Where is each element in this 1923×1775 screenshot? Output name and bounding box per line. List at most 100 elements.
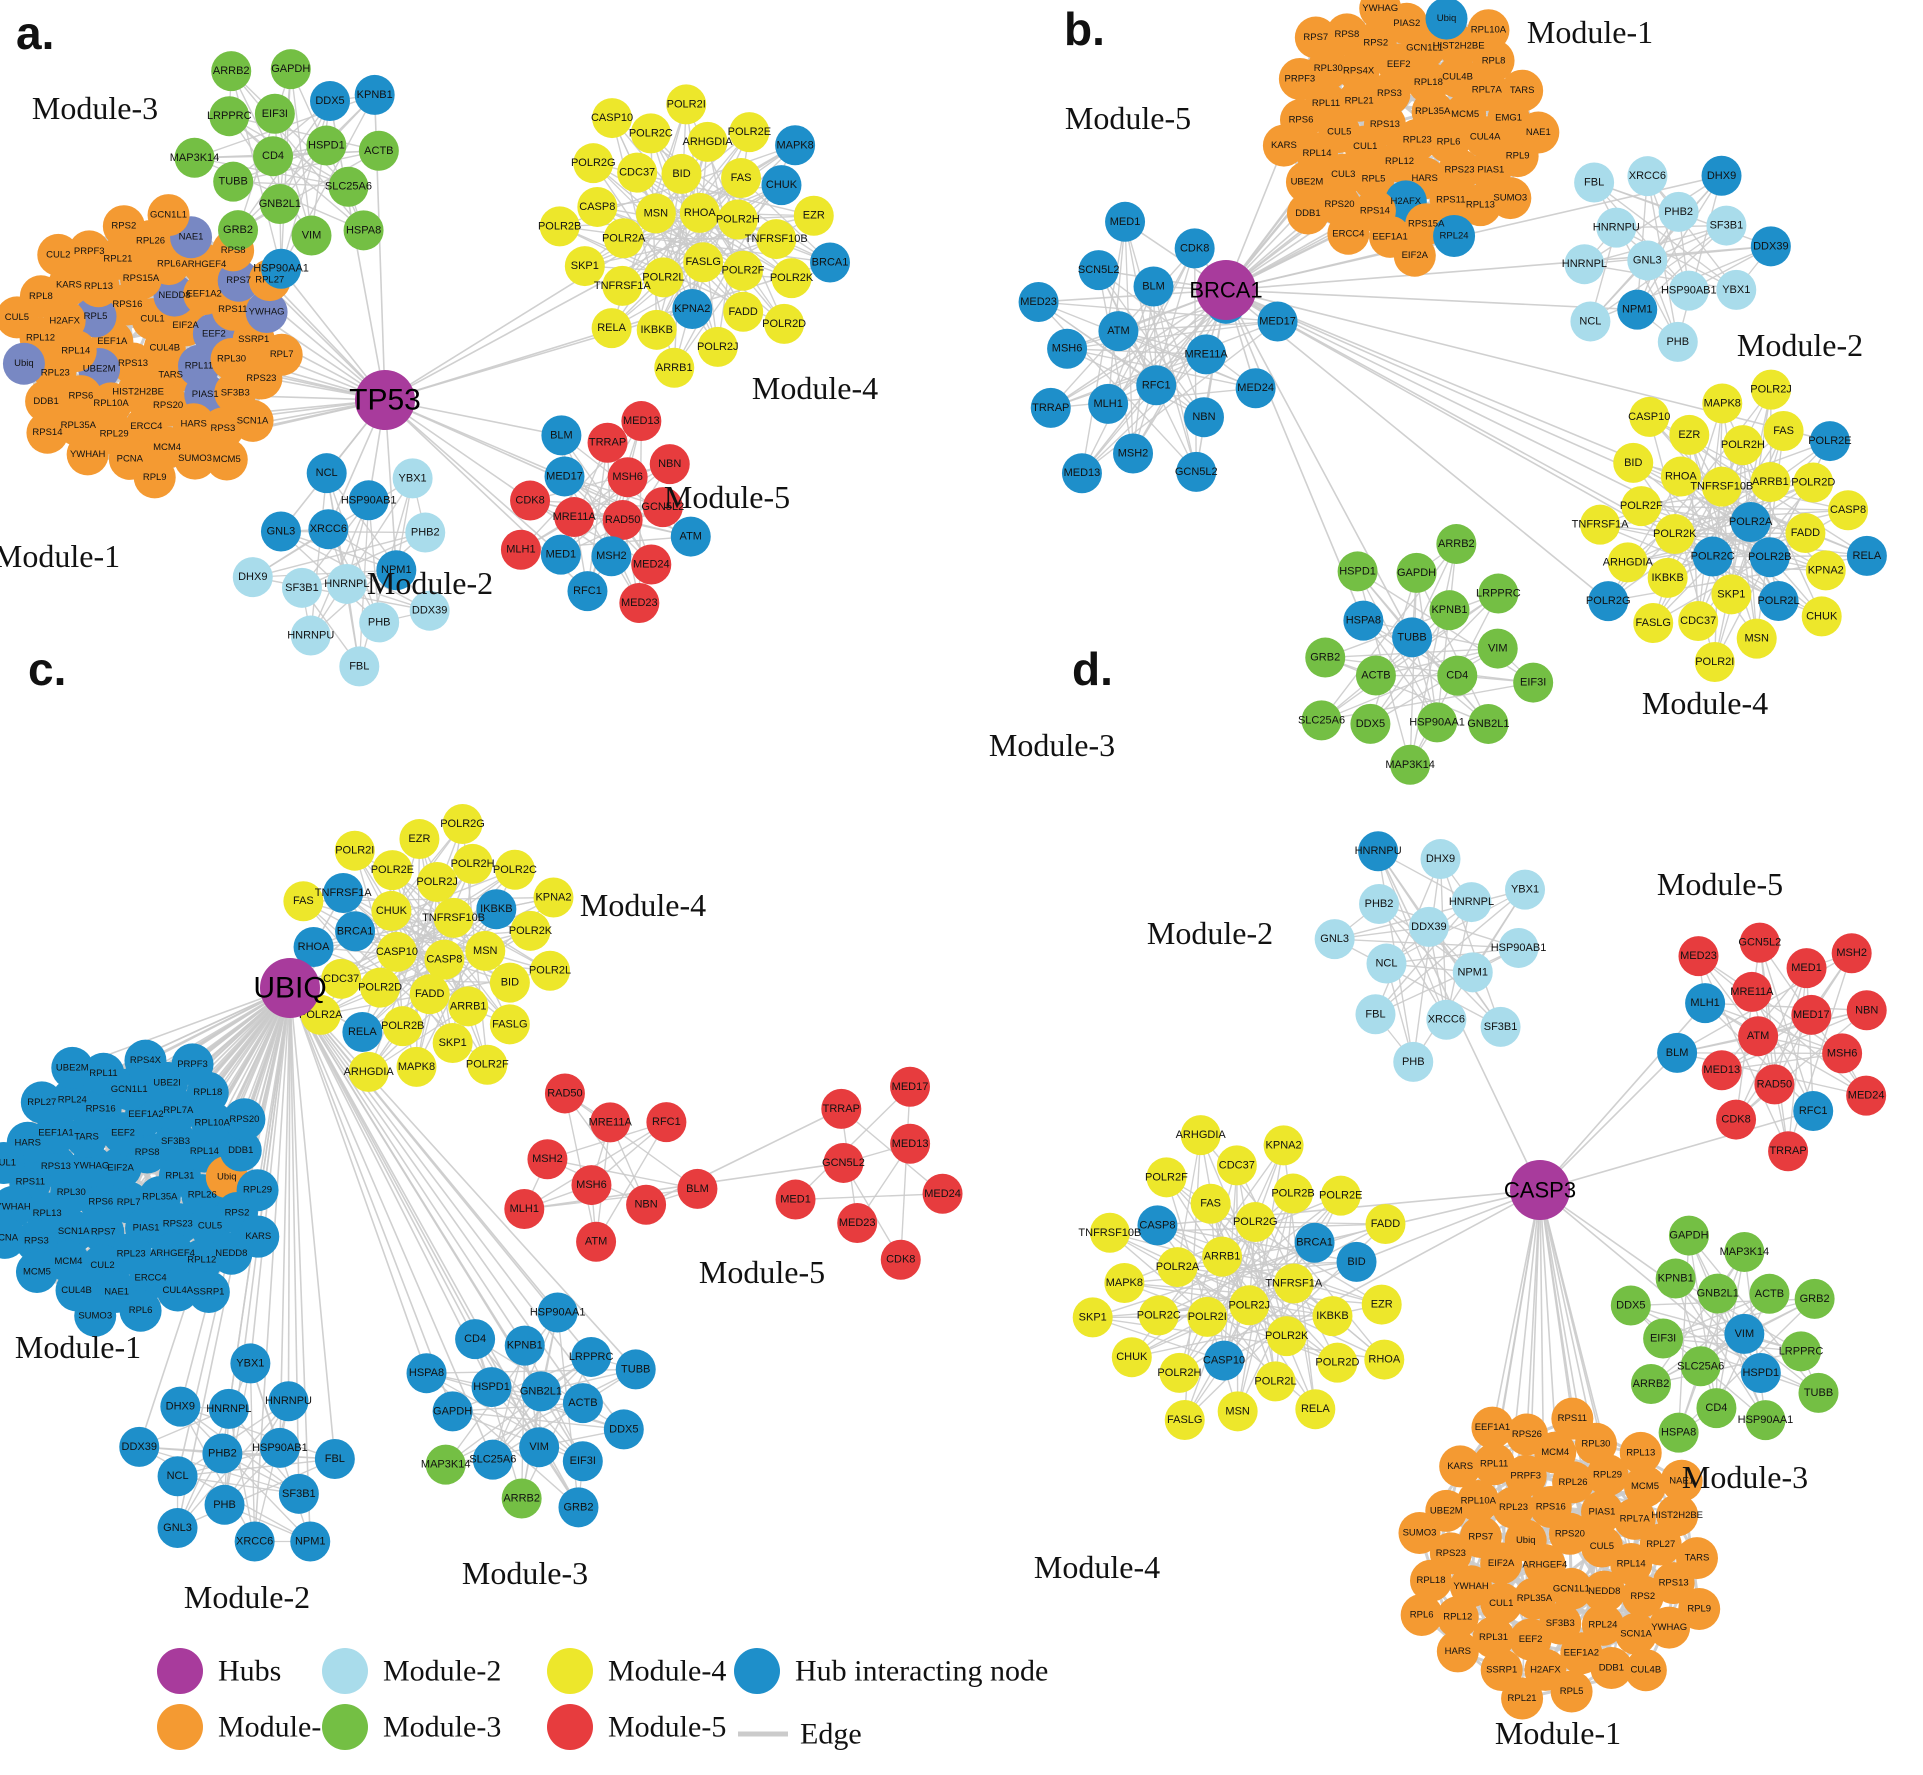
network-node[interactable] xyxy=(409,974,450,1015)
network-node[interactable] xyxy=(1655,1258,1696,1299)
network-node[interactable] xyxy=(1136,365,1177,406)
network-node[interactable] xyxy=(1480,1006,1521,1047)
network-node[interactable] xyxy=(360,967,401,1008)
network-node[interactable] xyxy=(231,399,274,442)
network-node[interactable] xyxy=(15,1220,58,1263)
network-node[interactable] xyxy=(74,1294,117,1337)
network-node[interactable] xyxy=(1657,1032,1698,1073)
network-node[interactable] xyxy=(1204,1340,1245,1381)
network-node[interactable] xyxy=(268,1381,309,1422)
network-node[interactable] xyxy=(554,497,595,538)
network-node[interactable] xyxy=(465,930,506,971)
network-node[interactable] xyxy=(494,849,535,890)
network-node[interactable] xyxy=(562,1441,603,1482)
network-node[interactable] xyxy=(424,939,465,980)
network-node[interactable] xyxy=(1610,1285,1651,1326)
network-node[interactable] xyxy=(1436,1596,1479,1639)
network-node[interactable] xyxy=(230,1343,271,1384)
network-node[interactable] xyxy=(1724,1232,1765,1273)
network-node[interactable] xyxy=(1822,1033,1863,1074)
network-node[interactable] xyxy=(1336,1241,1377,1282)
network-node[interactable] xyxy=(472,1439,513,1480)
network-node[interactable] xyxy=(432,1391,473,1432)
network-node[interactable] xyxy=(567,571,608,612)
network-node[interactable] xyxy=(1452,952,1493,993)
network-node[interactable] xyxy=(1501,69,1544,112)
network-node[interactable] xyxy=(1621,486,1662,527)
network-node[interactable] xyxy=(1104,1262,1145,1303)
network-node[interactable] xyxy=(409,590,450,631)
network-node[interactable] xyxy=(615,1349,656,1390)
network-node[interactable] xyxy=(1588,581,1629,622)
network-node[interactable] xyxy=(1517,111,1560,154)
network-node[interactable] xyxy=(541,415,582,456)
network-node[interactable] xyxy=(1457,1480,1500,1523)
network-node[interactable] xyxy=(1730,502,1771,543)
network-node[interactable] xyxy=(1273,1173,1314,1214)
network-node[interactable] xyxy=(245,291,288,334)
network-node[interactable] xyxy=(160,1386,201,1427)
network-node[interactable] xyxy=(1711,574,1752,615)
network-node[interactable] xyxy=(281,567,322,608)
network-node[interactable] xyxy=(147,194,190,237)
network-node[interactable] xyxy=(1202,1236,1243,1277)
network-node[interactable] xyxy=(278,1473,319,1514)
network-node[interactable] xyxy=(1513,1577,1556,1620)
network-node[interactable] xyxy=(1273,1263,1314,1304)
network-node[interactable] xyxy=(219,1129,262,1172)
network-node[interactable] xyxy=(1146,1157,1187,1198)
network-node[interactable] xyxy=(576,1221,617,1262)
network-node[interactable] xyxy=(1365,1203,1406,1244)
network-node[interactable] xyxy=(1615,1612,1658,1655)
network-node[interactable] xyxy=(1617,289,1658,330)
network-node[interactable] xyxy=(1390,744,1431,785)
network-node[interactable] xyxy=(677,1168,718,1209)
network-node[interactable] xyxy=(232,557,273,598)
network-node[interactable] xyxy=(1738,1016,1779,1057)
network-node[interactable] xyxy=(1190,1183,1231,1224)
network-node[interactable] xyxy=(51,1046,94,1089)
network-node[interactable] xyxy=(544,1073,585,1114)
network-node[interactable] xyxy=(1030,387,1071,428)
network-node[interactable] xyxy=(1425,0,1468,40)
network-node[interactable] xyxy=(793,195,834,236)
network-node[interactable] xyxy=(679,192,720,233)
network-node[interactable] xyxy=(1294,1222,1335,1263)
network-node[interactable] xyxy=(1278,57,1321,100)
network-node[interactable] xyxy=(636,309,677,350)
network-node[interactable] xyxy=(1583,1570,1626,1613)
network-node[interactable] xyxy=(202,1433,243,1474)
network-node[interactable] xyxy=(501,1478,542,1519)
network-node[interactable] xyxy=(467,1044,508,1085)
network-node[interactable] xyxy=(562,1383,603,1424)
network-node[interactable] xyxy=(1613,1497,1656,1540)
network-node[interactable] xyxy=(1798,1372,1839,1413)
network-node[interactable] xyxy=(253,136,294,177)
network-node[interactable] xyxy=(1325,13,1368,56)
network-node[interactable] xyxy=(533,877,574,918)
network-node[interactable] xyxy=(25,380,68,423)
network-node[interactable] xyxy=(1396,552,1437,593)
network-node[interactable] xyxy=(1317,1342,1358,1383)
network-node[interactable] xyxy=(1581,1603,1624,1646)
network-node[interactable] xyxy=(571,1336,612,1377)
network-node[interactable] xyxy=(1359,0,1402,30)
network-node[interactable] xyxy=(1630,1363,1671,1404)
network-node[interactable] xyxy=(218,210,259,251)
network-node[interactable] xyxy=(649,444,690,485)
network-node[interactable] xyxy=(1157,1247,1198,1288)
network-node[interactable] xyxy=(1627,240,1668,281)
network-node[interactable] xyxy=(591,536,632,577)
network-node[interactable] xyxy=(1701,155,1742,196)
network-node[interactable] xyxy=(1047,328,1088,369)
network-node[interactable] xyxy=(775,125,816,166)
network-node[interactable] xyxy=(1266,1316,1307,1357)
network-node[interactable] xyxy=(1358,831,1399,872)
network-node[interactable] xyxy=(208,1388,249,1429)
network-node[interactable] xyxy=(1467,9,1510,52)
network-node[interactable] xyxy=(1739,922,1780,963)
network-node[interactable] xyxy=(1359,883,1400,924)
network-node[interactable] xyxy=(382,1006,423,1047)
network-node[interactable] xyxy=(1061,453,1102,494)
network-node[interactable] xyxy=(1668,270,1709,311)
